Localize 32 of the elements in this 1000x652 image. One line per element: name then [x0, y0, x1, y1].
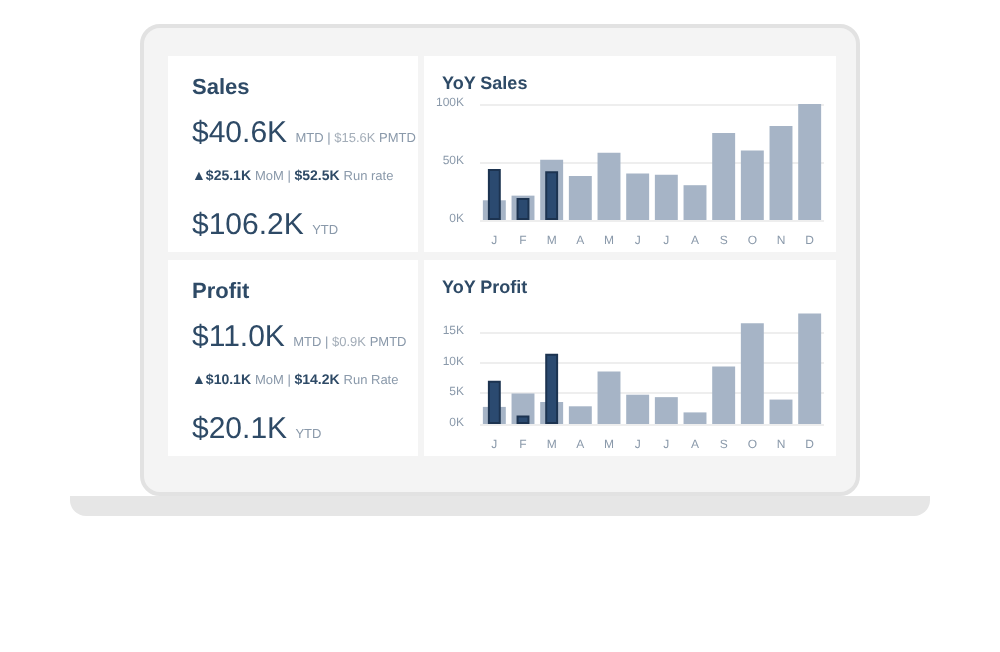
chart-title: YoY Profit [442, 277, 528, 297]
bar [568, 175, 592, 220]
bar [654, 174, 678, 220]
bar [626, 394, 650, 424]
bar [597, 152, 621, 220]
text: $20.1K [192, 412, 290, 446]
bar [769, 399, 793, 424]
bar [487, 380, 501, 424]
bar [683, 412, 707, 424]
bar [712, 366, 736, 424]
text: Sales [192, 76, 252, 100]
bar [568, 406, 592, 424]
bar [712, 133, 736, 220]
chart-title: YoY Sales [442, 73, 528, 93]
bar [516, 197, 530, 220]
text: $106.2K [192, 208, 306, 242]
bar [798, 313, 822, 424]
text: $40.6K [192, 116, 290, 150]
text: $11.0K [192, 320, 287, 354]
bar [487, 168, 501, 220]
bar [516, 415, 530, 424]
bar [769, 126, 793, 220]
bar [545, 353, 559, 424]
bar [545, 171, 559, 220]
text: Profit [192, 280, 252, 304]
bar [654, 397, 678, 424]
bar [740, 323, 764, 424]
bar [683, 185, 707, 220]
bar [798, 104, 822, 220]
bar [597, 371, 621, 424]
bar [740, 150, 764, 220]
bar [626, 173, 650, 220]
